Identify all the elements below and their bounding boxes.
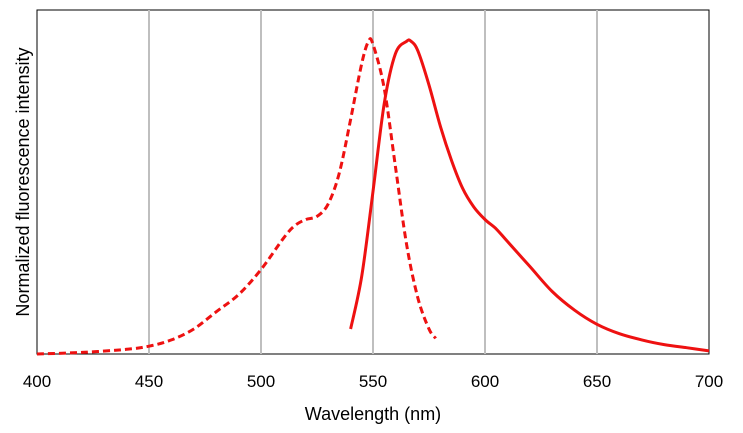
x-tick-label-650: 650 [583, 372, 611, 391]
y-axis-label: Normalized fluorescence intensity [13, 47, 33, 316]
series-line-dashed [36, 37, 437, 356]
x-tick-label-450: 450 [135, 372, 163, 391]
x-tick-label-500: 500 [247, 372, 275, 391]
grid-lines [148, 10, 598, 354]
series-line-solid [349, 38, 710, 353]
x-tick-label-400: 400 [23, 372, 51, 391]
x-tick-label-550: 550 [359, 372, 387, 391]
x-tick-label-700: 700 [695, 372, 723, 391]
x-tick-labels: 400 450 500 550 600 650 700 [23, 372, 723, 391]
x-tick-label-600: 600 [471, 372, 499, 391]
x-axis-label: Wavelength (nm) [305, 404, 441, 424]
series-layer [36, 37, 710, 356]
